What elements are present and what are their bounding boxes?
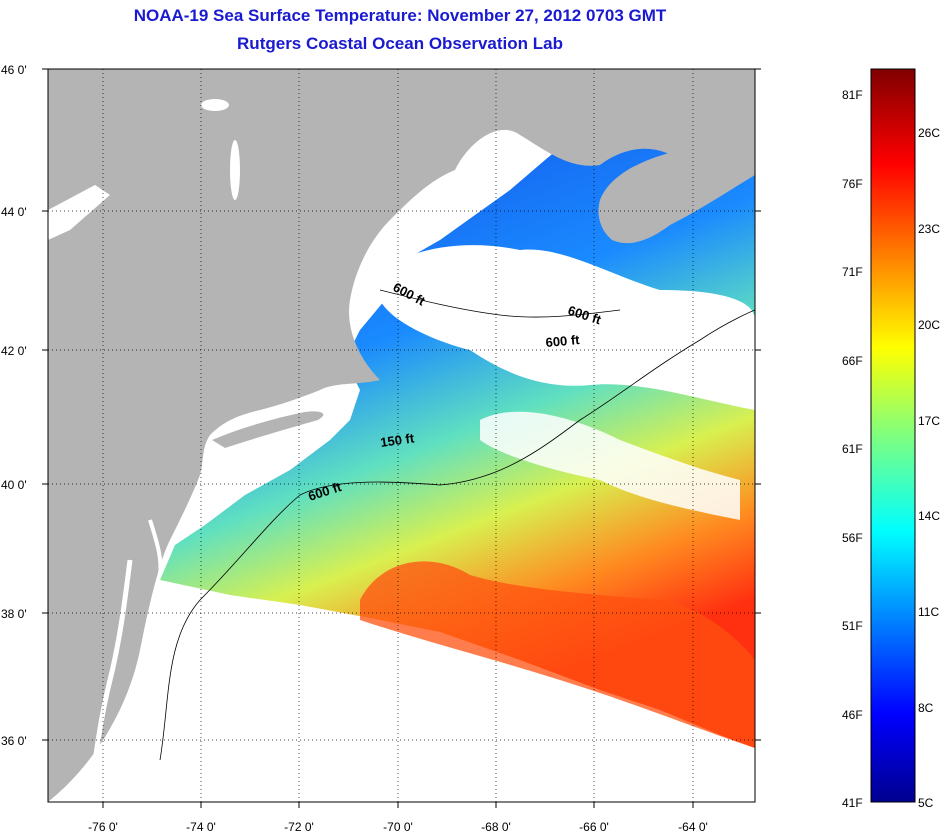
colorbar-label-f: 46F [842,708,863,722]
map-subtitle: Rutgers Coastal Ocean Observation Lab [237,34,563,53]
cloud-mask [480,411,740,520]
land-nova-scotia [598,130,755,244]
colorbar-label-f: 71F [842,265,863,279]
axis-ticks [42,68,761,808]
lon-label: -64 0' [678,820,708,834]
lon-label: -66 0' [579,820,609,834]
colorbar-label-c: 20C [918,318,940,332]
isobath-contour [159,309,755,761]
colorbar-label-f: 76F [842,177,863,191]
land-long-island [212,411,324,448]
lat-label: 36 0' [1,734,27,748]
lon-label: -68 0' [481,820,511,834]
colorbar-label-f: 56F [842,531,863,545]
cloud-mask [380,245,755,410]
lat-label: 42 0' [1,344,27,358]
lat-label: 44 0' [1,205,27,219]
lake [48,185,110,240]
colorbar [870,68,916,803]
lon-label: -72 0' [284,820,314,834]
contour-label: 150 ft [379,430,415,450]
map-content [48,69,755,802]
lake [201,99,229,111]
colorbar-label-f: 61F [842,442,863,456]
contour-label: 600 ft [545,332,581,350]
isobath-contour [379,289,621,318]
warm-core [360,561,755,748]
colorbar-label-f: 66F [842,354,863,368]
lon-label: -74 0' [186,820,216,834]
colorbar-label-c: 14C [918,509,940,523]
colorbar-label-c: 26C [918,126,940,140]
colorbar-label-c: 11C [918,605,939,619]
map-frame [47,68,756,803]
land-mainland [48,69,755,802]
lat-label: 46 0' [1,63,27,77]
colorbar-label-f: 41F [842,796,863,810]
lat-label: 38 0' [1,607,27,621]
colorbar-label-c: 17C [918,414,940,428]
colorbar-label-c: 8C [918,701,934,715]
bay [148,519,163,576]
sst-swath [160,95,755,748]
map-title: NOAA-19 Sea Surface Temperature: Novembe… [133,6,667,25]
lat-label: 40 0' [1,478,27,492]
colorbar-label-c: 5C [918,796,934,810]
lon-label: -70 0' [383,820,413,834]
colorbar-label-f: 81F [842,88,863,102]
colorbar-label-c: 23C [918,222,940,236]
bay [87,559,133,802]
colorbar-label-f: 51F [842,619,863,633]
lake [230,140,240,200]
lon-label: -76 0' [88,820,118,834]
